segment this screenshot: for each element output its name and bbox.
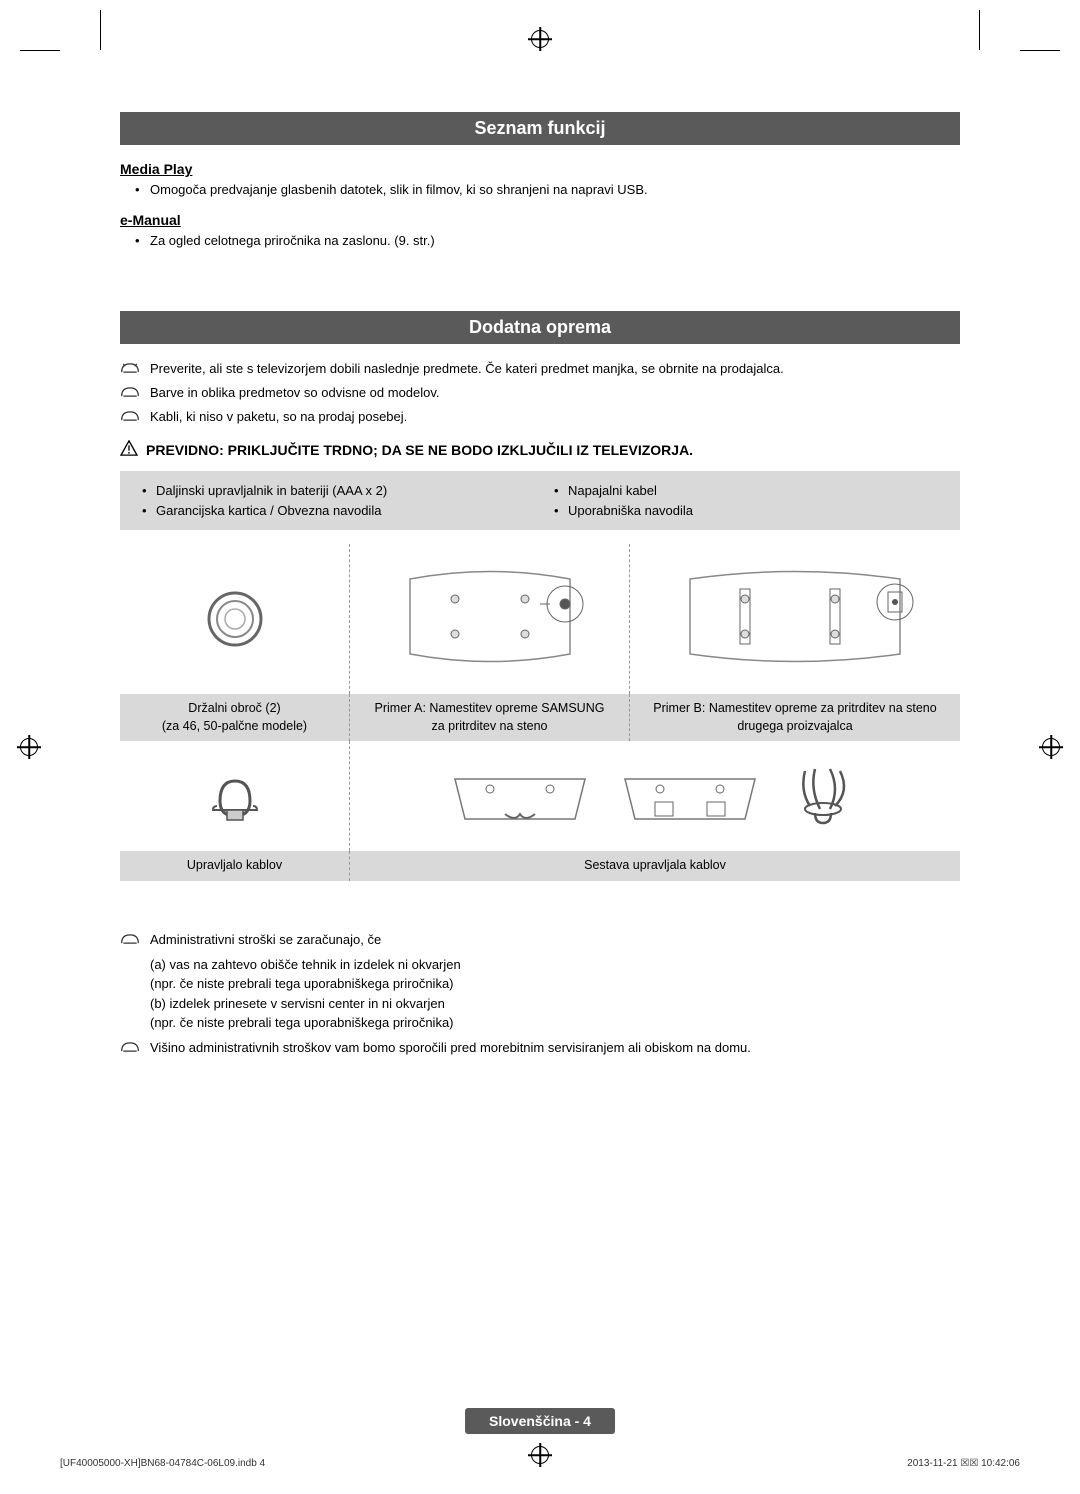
note-item: Kabli, ki niso v paketu, so na prodaj po… — [120, 408, 960, 426]
reg-mark-bottom — [531, 1446, 549, 1464]
diagram-caption: Primer B: Namestitev opreme za pritrdite… — [630, 694, 960, 741]
diagram-cell — [350, 741, 960, 851]
crop-line — [979, 10, 980, 50]
diagram-wall-mount-b — [670, 554, 920, 684]
note-item: Administrativni stroški se zaračunajo, č… — [120, 931, 960, 949]
indent-text: (npr. če niste prebrali tega uporabniške… — [120, 1013, 960, 1033]
diagram-holder-ring — [204, 554, 266, 684]
caption-text: za pritrditev na steno — [431, 719, 547, 733]
note-icon — [120, 1039, 140, 1060]
diagram-row-1 — [120, 544, 960, 694]
reg-mark-right — [1042, 738, 1060, 756]
note-icon — [120, 931, 140, 952]
diagram-caption: Primer A: Namestitev opreme SAMSUNG za p… — [350, 694, 630, 741]
diagram-cable-assembly — [445, 751, 865, 841]
footer-language-text: Slovenščina - 4 — [465, 1408, 615, 1434]
diagram-caption: Upravljalo kablov — [120, 851, 350, 881]
caption-text: drugega proizvajalca — [737, 719, 852, 733]
crop-line — [100, 10, 101, 50]
diagram-cell — [120, 741, 350, 851]
caption-text: Primer B: Namestitev opreme za pritrdite… — [653, 701, 936, 715]
accessory-item: Uporabniška navodila — [540, 501, 952, 521]
caution-text: PREVIDNO: PRIKLJUČITE TRDNO; DA SE NE BO… — [146, 442, 693, 458]
note-text: Administrativni stroški se zaračunajo, č… — [150, 932, 381, 947]
section-header-features: Seznam funkcij — [120, 112, 960, 145]
indent-text: (a) vas na zahtevo obišče tehnik in izde… — [120, 955, 960, 975]
note-icon — [120, 408, 140, 429]
subsection-e-manual: e-Manual — [120, 212, 960, 228]
accessory-item: Garancijska kartica / Obvezna navodila — [128, 501, 540, 521]
note-item: Preverite, ali ste s televizorjem dobili… — [120, 360, 960, 378]
indent-text: (npr. če niste prebrali tega uporabniške… — [120, 974, 960, 994]
footer-language-badge: Slovenščina - 4 — [465, 1408, 615, 1434]
footer-timestamp: 2013-11-21 ☒☒ 10:42:06 — [907, 1458, 1020, 1469]
section-header-accessories: Dodatna oprema — [120, 311, 960, 344]
note-item: Barve in oblika predmetov so odvisne od … — [120, 384, 960, 402]
bullet-text: Omogoča predvajanje glasbenih datotek, s… — [120, 181, 960, 200]
note-icon — [120, 384, 140, 405]
caption-row-1: Držalni obroč (2) (za 46, 50-palčne mode… — [120, 694, 960, 741]
reg-mark-left — [20, 738, 38, 756]
page-content: Seznam funkcij Media Play Omogoča predva… — [0, 0, 1080, 1093]
crop-line — [20, 50, 60, 51]
caption-text: (za 46, 50-palčne modele) — [162, 719, 307, 733]
footer-doc-ref: [UF40005000-XH]BN68-04784C-06L09.indb 4 — [60, 1458, 265, 1469]
subsection-media-play: Media Play — [120, 161, 960, 177]
bullet-text: Za ogled celotnega priročnika na zaslonu… — [120, 232, 960, 251]
diagram-caption: Držalni obroč (2) (za 46, 50-palčne mode… — [120, 694, 350, 741]
note-text: Preverite, ali ste s televizorjem dobili… — [150, 361, 784, 376]
caption-row-2: Upravljalo kablov Sestava upravljala kab… — [120, 851, 960, 881]
accessory-item: Daljinski upravljalnik in bateriji (AAA … — [128, 481, 540, 501]
diagram-wall-mount-a — [390, 554, 590, 684]
note-icon — [120, 360, 140, 381]
note-text: Barve in oblika predmetov so odvisne od … — [150, 385, 440, 400]
note-item: Višino administrativnih stroškov vam bom… — [120, 1039, 960, 1057]
caution-line: PREVIDNO: PRIKLJUČITE TRDNO; DA SE NE BO… — [120, 440, 960, 459]
note-text: Kabli, ki niso v paketu, so na prodaj po… — [150, 409, 407, 424]
reg-mark-top — [531, 30, 549, 48]
note-text: Višino administrativnih stroškov vam bom… — [150, 1040, 751, 1055]
diagram-cell — [350, 544, 630, 694]
accessory-col-right: Napajalni kabel Uporabniška navodila — [540, 481, 952, 520]
caption-text: Primer A: Namestitev opreme SAMSUNG — [375, 701, 605, 715]
warning-icon — [120, 440, 138, 459]
caption-text: Držalni obroč (2) — [188, 701, 280, 715]
diagram-cell — [120, 544, 350, 694]
diagram-cell — [630, 544, 960, 694]
accessory-col-left: Daljinski upravljalnik in bateriji (AAA … — [128, 481, 540, 520]
crop-line — [1020, 50, 1060, 51]
indent-text: (b) izdelek prinesete v servisni center … — [120, 994, 960, 1014]
diagram-cable-holder — [205, 751, 265, 841]
accessory-items-box: Daljinski upravljalnik in bateriji (AAA … — [120, 471, 960, 530]
diagram-row-2 — [120, 741, 960, 851]
diagram-caption: Sestava upravljala kablov — [350, 851, 960, 881]
accessory-item: Napajalni kabel — [540, 481, 952, 501]
